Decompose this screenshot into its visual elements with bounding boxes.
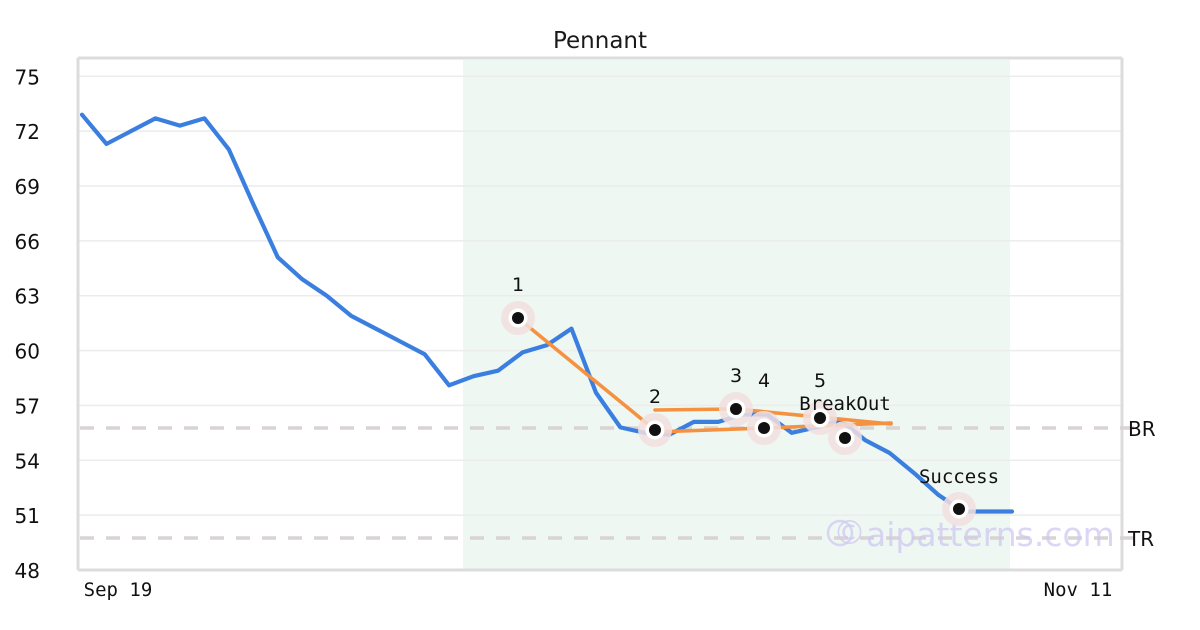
y-tick-63: 63 (15, 285, 40, 309)
copyright-symbol: © (833, 513, 866, 552)
y-tick-48: 48 (15, 559, 40, 583)
pivot-1-dot[interactable] (512, 312, 524, 324)
level-labels: BR TR (1127, 417, 1156, 551)
y-tick-72: 72 (15, 120, 40, 144)
pivot-3-dot[interactable] (730, 403, 742, 415)
pivot-4-dot[interactable] (758, 422, 770, 434)
pivot-2-dot[interactable] (649, 424, 661, 436)
pivot-3-label: 3 (730, 365, 742, 387)
y-axis-ticks: 75 72 69 66 63 60 57 54 51 48 (15, 65, 40, 583)
copyright-icon (826, 519, 854, 547)
y-tick-54: 54 (15, 449, 40, 473)
success-marker-dot[interactable] (953, 503, 965, 515)
level-lines (80, 426, 1140, 540)
y-tick-69: 69 (15, 175, 40, 199)
page-title: Pennant (553, 28, 647, 54)
pivot-4-label: 4 (758, 370, 770, 392)
breakout-marker-dot[interactable] (839, 432, 851, 444)
pattern-window-highlight (463, 60, 1010, 569)
success-marker-label: Success (919, 466, 999, 488)
breakout-marker-label: BreakOut (799, 393, 891, 415)
y-tick-57: 57 (15, 394, 40, 418)
gridlines (78, 75, 1122, 516)
y-tick-66: 66 (15, 230, 40, 254)
y-tick-75: 75 (15, 65, 40, 89)
watermark: © aipatterns.com (826, 513, 1115, 554)
x-tick-1: Nov 11 (1044, 579, 1113, 601)
pivot-5-label: 5 (814, 370, 826, 392)
pivot-2-label: 2 (649, 386, 661, 408)
x-tick-0: Sep 19 (84, 579, 153, 601)
level-label-tr: TR (1127, 527, 1154, 551)
pivot-5-dot[interactable] (814, 412, 826, 424)
y-tick-60: 60 (15, 340, 40, 364)
x-axis-ticks: Sep 19 Nov 11 (84, 579, 1113, 601)
y-tick-51: 51 (15, 504, 40, 528)
plot-frame (76, 56, 1124, 572)
watermark-label: aipatterns.com (866, 515, 1115, 554)
pivot-1-label: 1 (512, 274, 524, 296)
level-label-br: BR (1128, 417, 1156, 441)
